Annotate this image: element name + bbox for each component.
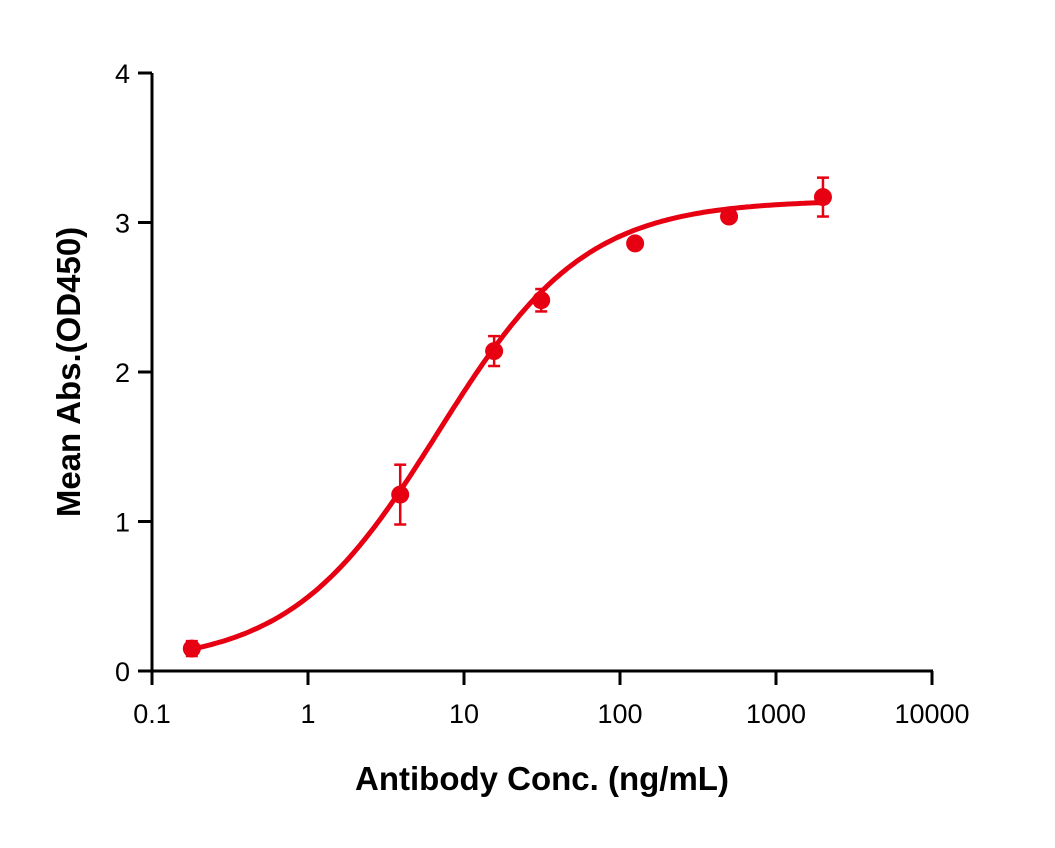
data-point [182, 639, 201, 658]
data-point [532, 291, 551, 310]
data-point [813, 188, 832, 207]
y-tick-label: 0 [115, 657, 130, 687]
x-axis-label: Antibody Conc. (ng/mL) [355, 760, 729, 797]
data-point [391, 485, 410, 504]
axes: 0.1 1 10 100 1000 10000 0 1 2 3 4 [115, 59, 970, 729]
x-tick-label: 0.1 [133, 699, 171, 729]
fit-curve-group [191, 200, 824, 652]
data-point [485, 342, 504, 361]
data-point [626, 234, 645, 253]
x-tick-label: 1000 [746, 699, 806, 729]
data-point [720, 207, 739, 226]
y-tick-label: 2 [115, 358, 130, 388]
y-tick-label: 3 [115, 209, 130, 239]
y-tick-label: 1 [115, 508, 130, 538]
x-tick-label: 10 [449, 699, 479, 729]
x-tick-label: 1 [300, 699, 315, 729]
fit-curve [191, 200, 824, 652]
y-tick-label: 4 [115, 59, 130, 89]
x-tick-label: 100 [597, 699, 642, 729]
y-axis-label: Mean Abs.(OD450) [50, 227, 87, 517]
data-points [182, 176, 832, 658]
x-tick-label: 10000 [894, 699, 969, 729]
